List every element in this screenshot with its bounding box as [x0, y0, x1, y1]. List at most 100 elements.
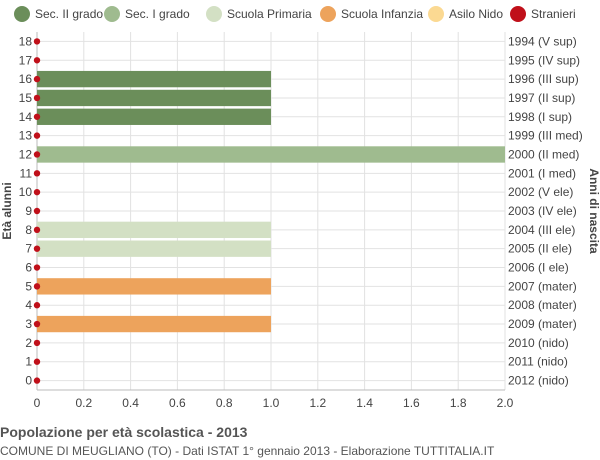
stranieri-point — [33, 57, 41, 64]
x-tick-label: 1.8 — [450, 396, 467, 410]
y-tick-label: 12 — [19, 147, 33, 161]
birth-year-label: 1997 (II sup) — [508, 91, 575, 105]
birth-year-label: 2007 (mater) — [508, 279, 577, 293]
x-tick-label: 0.2 — [75, 396, 92, 410]
y-tick-label: 8 — [25, 223, 32, 237]
x-tick-label: 1.2 — [309, 396, 326, 410]
y-axis-title-right: Anni di nascita — [587, 168, 600, 254]
stranieri-point — [33, 377, 41, 384]
y-tick-label: 13 — [19, 129, 33, 143]
stranieri-point — [33, 188, 41, 196]
legend-item: Stranieri — [510, 6, 576, 22]
stranieri-point — [33, 94, 41, 102]
birth-year-label: 2000 (II med) — [508, 147, 579, 161]
birth-year-label: 2003 (IV ele) — [508, 204, 577, 218]
birth-year-label: 1995 (IV sup) — [508, 53, 580, 67]
chart-footer-subtitle: COMUNE DI MEUGLIANO (TO) - Dati ISTAT 1°… — [0, 444, 495, 458]
y-tick-label: 6 — [25, 261, 32, 275]
bar — [37, 108, 271, 125]
legend-swatch — [14, 6, 30, 22]
bar — [37, 278, 271, 295]
birth-year-label: 2002 (V ele) — [508, 185, 573, 199]
y-tick-label: 7 — [25, 242, 32, 256]
x-tick-label: 0 — [34, 396, 41, 410]
stranieri-point — [33, 264, 41, 271]
birth-year-label: 1999 (III med) — [508, 129, 583, 143]
legend-label: Sec. I grado — [125, 7, 190, 21]
stranieri-point — [33, 358, 41, 365]
y-tick-label: 1 — [25, 355, 32, 369]
legend-swatch — [510, 6, 526, 22]
bar — [37, 240, 271, 257]
bar — [37, 315, 271, 333]
stranieri-point — [33, 207, 41, 215]
birth-year-label: 2005 (II ele) — [508, 242, 572, 256]
x-tick-label: 1.4 — [356, 396, 373, 410]
y-tick-label: 3 — [25, 317, 32, 331]
birth-year-label: 2006 (I ele) — [508, 261, 569, 275]
birth-year-label: 2011 (nido) — [508, 355, 568, 369]
x-tick-label: 0.8 — [216, 396, 233, 410]
y-tick-label: 0 — [25, 374, 32, 388]
x-tick-label: 1.0 — [263, 396, 280, 410]
stranieri-point — [33, 38, 41, 45]
legend-swatch — [320, 6, 336, 22]
x-tick-label: 0.4 — [122, 396, 139, 410]
stranieri-point — [33, 302, 41, 309]
stranieri-point — [33, 339, 41, 347]
legend-item: Scuola Primaria — [206, 6, 312, 22]
y-tick-label: 10 — [19, 185, 33, 199]
legend-item: Asilo Nido — [428, 6, 503, 22]
stranieri-point — [33, 226, 41, 234]
y-tick-label: 14 — [19, 110, 33, 124]
birth-year-label: 2001 (I med) — [508, 166, 576, 180]
legend-item: Sec. I grado — [104, 6, 190, 22]
legend-swatch — [104, 6, 120, 22]
y-tick-label: 17 — [19, 53, 33, 67]
x-tick-label: 0.6 — [169, 396, 186, 410]
stranieri-point — [33, 132, 41, 139]
y-tick-label: 16 — [19, 72, 33, 86]
bar — [37, 70, 271, 88]
birth-year-label: 1994 (V sup) — [508, 34, 577, 48]
legend-label: Asilo Nido — [449, 7, 504, 21]
birth-year-label: 2004 (III ele) — [508, 223, 575, 237]
legend-item: Scuola Infanzia — [320, 6, 423, 22]
legend-swatch — [206, 6, 222, 22]
y-tick-label: 9 — [25, 204, 32, 218]
bar — [37, 221, 271, 239]
chart-footer-title: Popolazione per età scolastica - 2013 — [0, 424, 248, 440]
stranieri-point — [33, 170, 41, 177]
birth-year-label: 1996 (III sup) — [508, 72, 579, 86]
birth-year-label: 2012 (nido) — [508, 374, 569, 388]
stranieri-point — [33, 283, 41, 290]
y-tick-label: 2 — [25, 336, 32, 350]
y-tick-label: 15 — [19, 91, 33, 105]
legend-item: Sec. II grado — [14, 6, 103, 22]
x-tick-label: 2.0 — [497, 396, 514, 410]
y-axis-title: Età alunni — [0, 182, 14, 239]
y-tick-label: 18 — [19, 34, 33, 48]
stranieri-point — [33, 245, 41, 252]
bar — [37, 89, 271, 107]
y-tick-label: 11 — [20, 166, 33, 180]
legend-swatch — [428, 6, 444, 22]
y-tick-label: 4 — [25, 298, 32, 312]
legend-label: Scuola Infanzia — [341, 7, 424, 21]
legend-label: Scuola Primaria — [227, 7, 312, 21]
birth-year-label: 2008 (mater) — [508, 298, 577, 312]
birth-year-label: 1998 (I sup) — [508, 110, 572, 124]
legend-label: Stranieri — [531, 7, 576, 21]
x-tick-label: 1.6 — [403, 396, 420, 410]
stranieri-point — [33, 113, 41, 120]
stranieri-point — [33, 75, 41, 83]
bar — [37, 146, 505, 163]
birth-year-label: 2010 (nido) — [508, 336, 569, 350]
stranieri-point — [33, 151, 41, 158]
birth-year-label: 2009 (mater) — [508, 317, 577, 331]
legend-label: Sec. II grado — [35, 7, 104, 21]
chart-legend: Sec. II grado Sec. I grado Scuola Primaria… — [0, 6, 600, 26]
y-tick-label: 5 — [25, 279, 32, 293]
bar-chart: 18 1994 (V sup)17 1995 (IV sup)16 1996 (III… — [0, 32, 600, 410]
stranieri-point — [33, 320, 41, 328]
